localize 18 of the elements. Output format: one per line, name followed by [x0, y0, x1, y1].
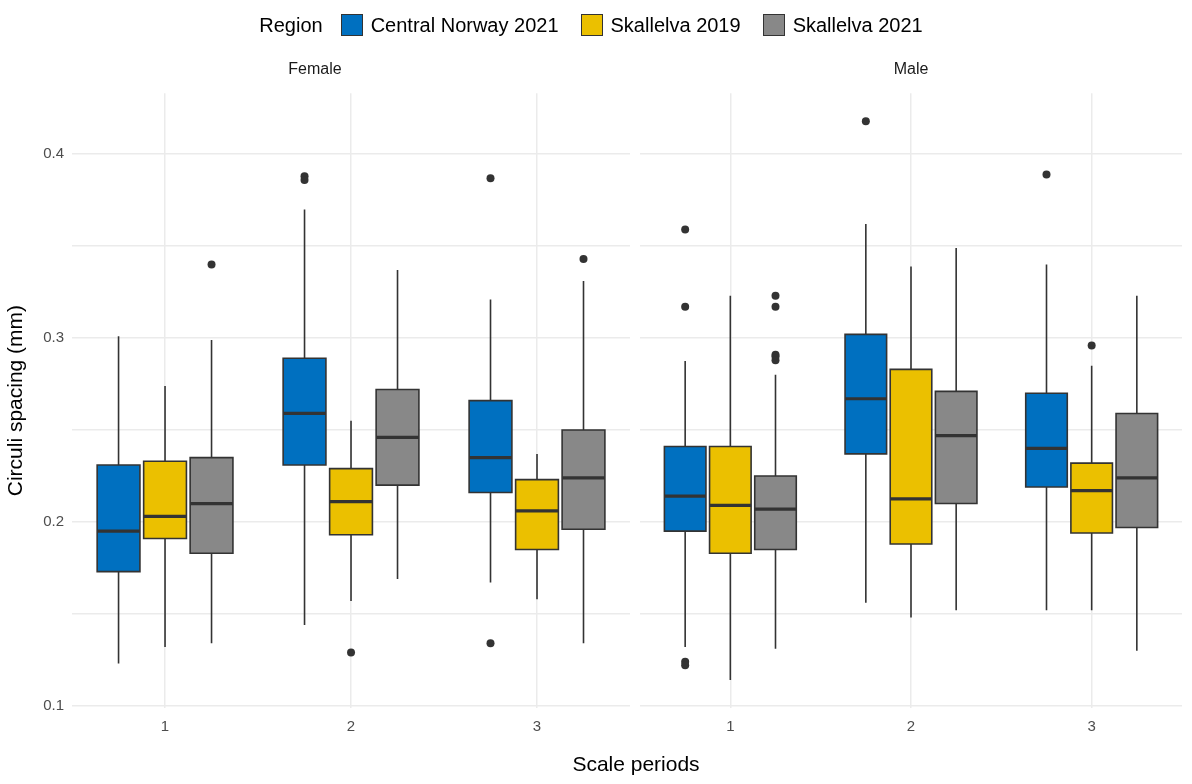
chart-title: Male	[893, 60, 929, 78]
y-tick-label: 0.1	[43, 695, 65, 713]
legend-label: Skallelva 2019	[610, 13, 741, 37]
x-tick-label: 1	[726, 717, 735, 735]
legend-label: Skallelva 2021	[792, 13, 923, 37]
y-tick-label: 0.4	[43, 144, 65, 162]
y-axis-title: Circuli spacing (mm)	[3, 304, 27, 497]
x-tick-label: 2	[906, 717, 916, 735]
legend-title: Region	[259, 13, 323, 37]
chart-title: Female	[288, 60, 342, 78]
y-tick-label: 0.2	[43, 512, 65, 530]
x-axis-title: Scale periods	[571, 752, 701, 776]
x-tick-label: 1	[160, 717, 170, 735]
x-tick-label: 2	[346, 717, 356, 735]
legend-label: Central Norway 2021	[370, 13, 559, 37]
x-tick-label: 3	[1087, 717, 1096, 735]
y-tick-label: 0.3	[43, 328, 65, 346]
x-tick-label: 3	[532, 717, 542, 735]
